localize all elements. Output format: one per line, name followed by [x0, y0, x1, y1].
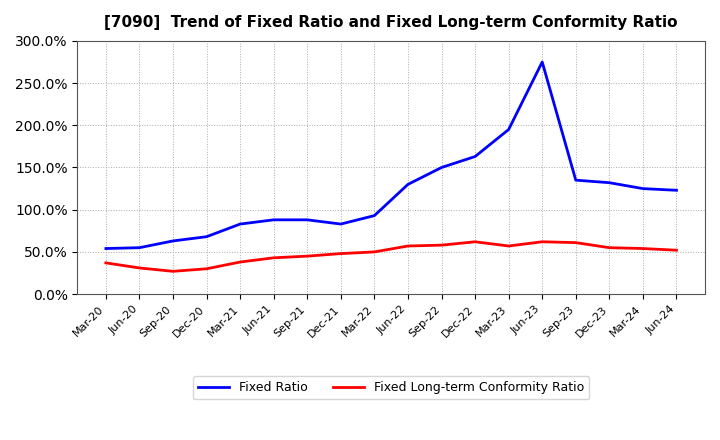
Legend: Fixed Ratio, Fixed Long-term Conformity Ratio: Fixed Ratio, Fixed Long-term Conformity … — [193, 376, 590, 400]
Fixed Ratio — [135, 245, 144, 250]
Fixed Long-term Conformity Ratio — [471, 239, 480, 244]
Fixed Long-term Conformity Ratio — [504, 243, 513, 249]
Fixed Long-term Conformity Ratio — [303, 253, 312, 259]
Fixed Ratio — [102, 246, 110, 251]
Fixed Ratio — [605, 180, 613, 185]
Fixed Ratio — [202, 234, 211, 239]
Fixed Ratio — [269, 217, 278, 223]
Fixed Long-term Conformity Ratio — [202, 266, 211, 271]
Fixed Ratio — [404, 182, 413, 187]
Fixed Long-term Conformity Ratio — [437, 242, 446, 248]
Fixed Ratio — [572, 177, 580, 183]
Fixed Ratio — [336, 221, 345, 227]
Fixed Ratio — [471, 154, 480, 159]
Fixed Ratio — [303, 217, 312, 223]
Fixed Long-term Conformity Ratio — [639, 246, 647, 251]
Fixed Long-term Conformity Ratio — [102, 260, 110, 265]
Fixed Long-term Conformity Ratio — [672, 248, 681, 253]
Fixed Ratio — [639, 186, 647, 191]
Fixed Ratio — [437, 165, 446, 170]
Fixed Ratio — [168, 238, 177, 244]
Fixed Long-term Conformity Ratio — [572, 240, 580, 245]
Title: [7090]  Trend of Fixed Ratio and Fixed Long-term Conformity Ratio: [7090] Trend of Fixed Ratio and Fixed Lo… — [104, 15, 678, 30]
Fixed Long-term Conformity Ratio — [269, 255, 278, 260]
Fixed Ratio — [370, 213, 379, 218]
Fixed Long-term Conformity Ratio — [605, 245, 613, 250]
Fixed Long-term Conformity Ratio — [538, 239, 546, 244]
Fixed Long-term Conformity Ratio — [336, 251, 345, 256]
Line: Fixed Ratio: Fixed Ratio — [106, 62, 677, 249]
Fixed Long-term Conformity Ratio — [370, 249, 379, 255]
Fixed Ratio — [236, 221, 245, 227]
Fixed Long-term Conformity Ratio — [404, 243, 413, 249]
Fixed Long-term Conformity Ratio — [135, 265, 144, 271]
Fixed Ratio — [538, 59, 546, 65]
Fixed Ratio — [672, 187, 681, 193]
Fixed Ratio — [504, 127, 513, 132]
Line: Fixed Long-term Conformity Ratio: Fixed Long-term Conformity Ratio — [106, 242, 677, 271]
Fixed Long-term Conformity Ratio — [168, 269, 177, 274]
Fixed Long-term Conformity Ratio — [236, 260, 245, 265]
